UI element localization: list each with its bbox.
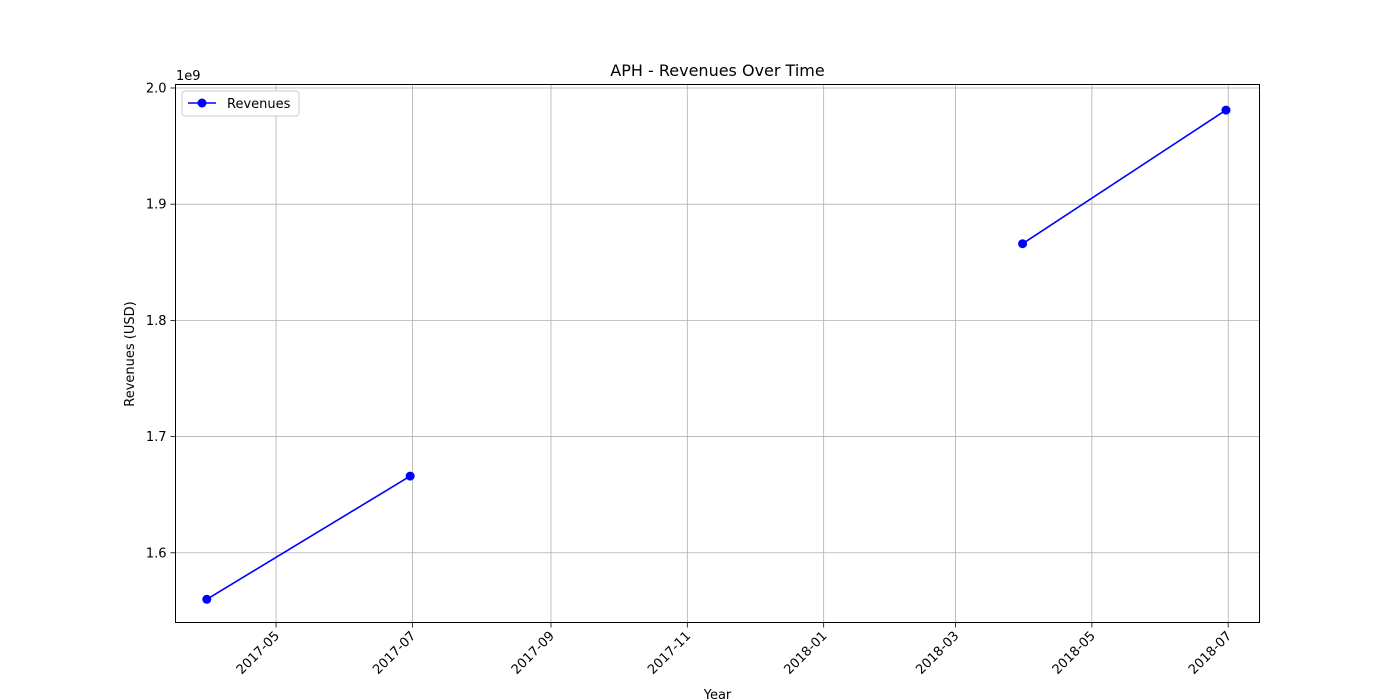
data-point — [1221, 105, 1231, 115]
chart-title: APH - Revenues Over Time — [610, 61, 824, 80]
legend: Revenues — [181, 90, 300, 117]
y-axis-label: Revenues (USD) — [123, 301, 138, 406]
y-tick-label: 2.0 — [146, 81, 167, 96]
y-axis-ticks: 1.6 1.7 1.8 1.9 2.0 — [146, 81, 176, 561]
grid-lines — [175, 84, 1260, 623]
legend-box — [181, 90, 300, 117]
series-line-segment — [206, 475, 411, 600]
series-layer — [202, 105, 1231, 604]
y-tick-label: 1.8 — [146, 314, 167, 329]
legend-label-revenues: Revenues — [227, 97, 291, 112]
plot-area-frame — [175, 84, 1260, 623]
data-point — [202, 594, 212, 604]
y-offset-label: 1e9 — [176, 69, 201, 84]
y-tick-label: 1.9 — [146, 198, 167, 213]
data-point — [405, 471, 415, 481]
y-tick-label: 1.6 — [146, 546, 167, 561]
data-point — [1018, 239, 1028, 249]
series-line-segment — [1022, 109, 1227, 245]
legend-marker-swatch — [197, 98, 207, 108]
x-axis-label: Year — [703, 688, 732, 700]
y-tick-label: 1.7 — [146, 430, 167, 445]
